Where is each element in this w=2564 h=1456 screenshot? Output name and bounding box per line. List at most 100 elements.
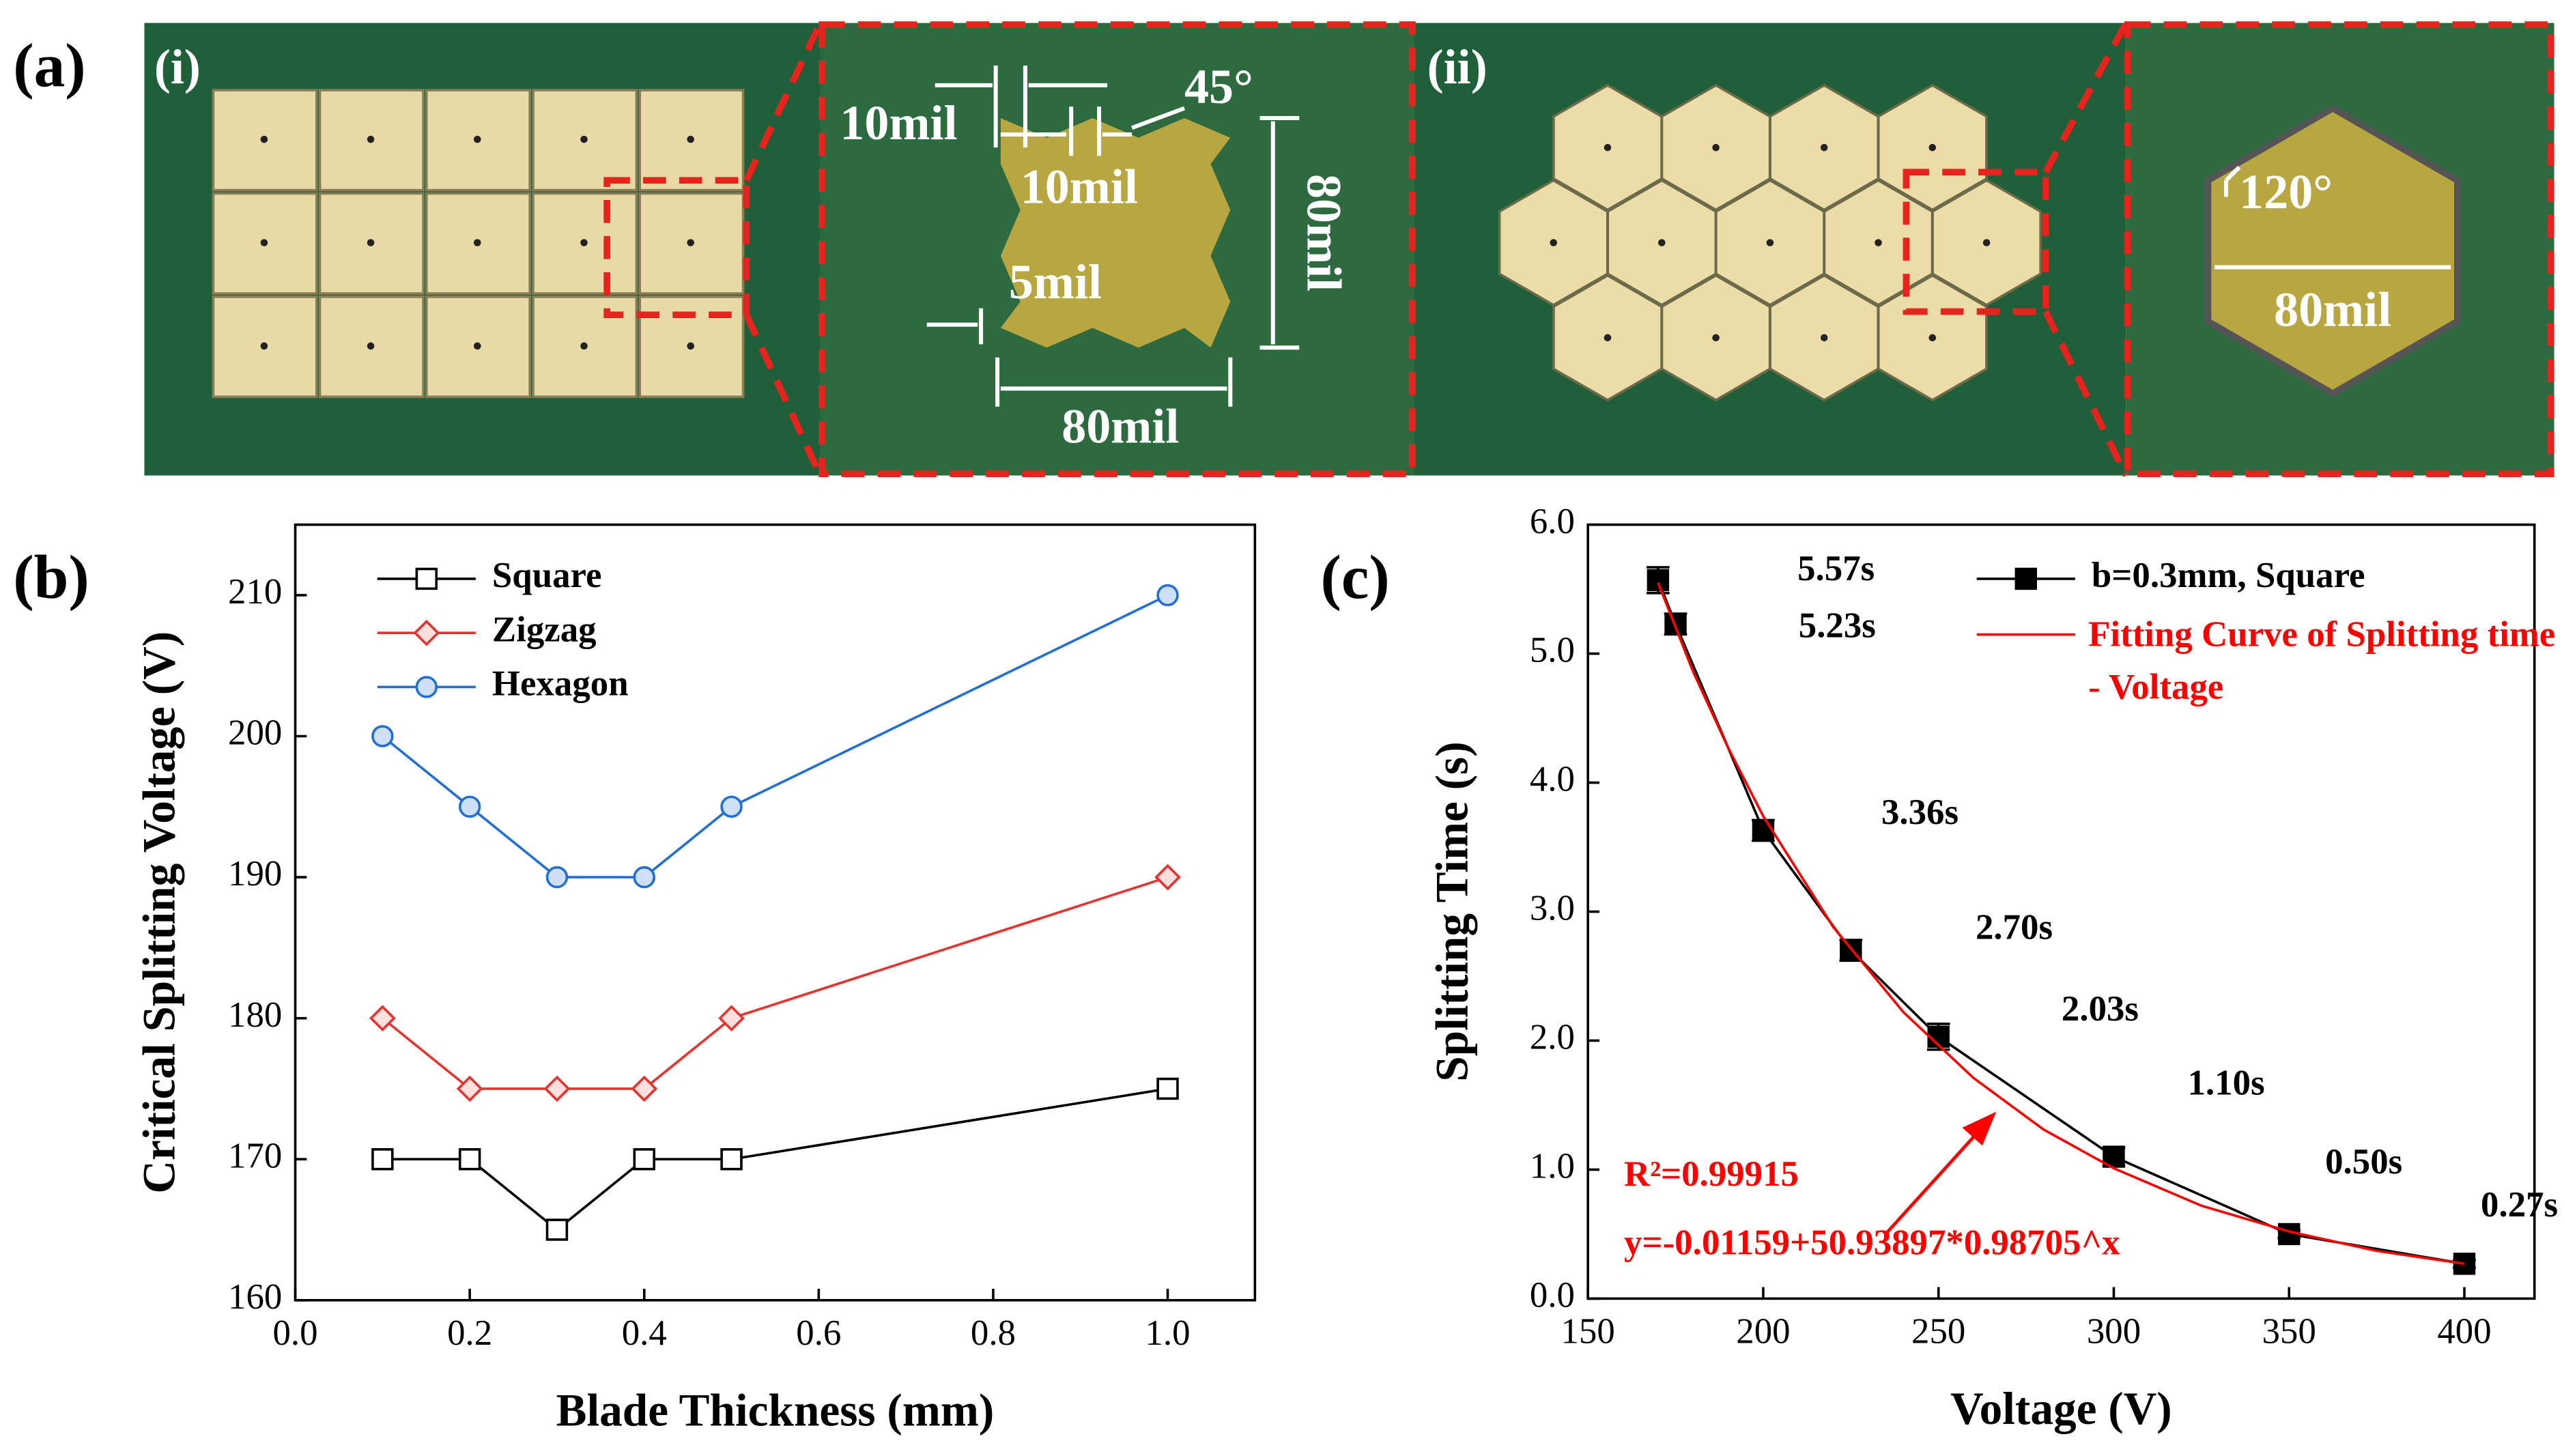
marker xyxy=(1156,584,1179,607)
tile-hole xyxy=(260,342,268,350)
point-label: 5.57s xyxy=(1797,549,1875,588)
legend-marker xyxy=(415,567,438,590)
marker xyxy=(1156,1077,1179,1100)
marker xyxy=(371,725,394,747)
zoom-line xyxy=(2042,310,2129,477)
marker xyxy=(720,1148,743,1171)
tile-hole xyxy=(1550,239,1557,246)
point-label: 0.50s xyxy=(2325,1142,2402,1182)
tile-hole xyxy=(1928,143,1937,152)
tile-hole xyxy=(1766,239,1774,246)
dimension-label: 10mil xyxy=(1021,160,1138,214)
marker xyxy=(2103,1145,2125,1168)
x-axis-title: Blade Thickness (mm) xyxy=(556,1384,995,1436)
point-label: 2.03s xyxy=(2062,989,2139,1029)
legend-label: Fitting Curve of Splitting time - Voltag… xyxy=(2088,613,2555,706)
tile-hole xyxy=(1604,334,1612,342)
marker xyxy=(718,1005,745,1032)
marker xyxy=(543,1075,571,1102)
y-tick-label: 200 xyxy=(228,713,282,753)
marker xyxy=(371,1148,394,1171)
dimension-label: 5mil xyxy=(1009,255,1102,309)
hexagon-tile xyxy=(2204,104,2461,398)
x-tick-label: 250 xyxy=(1911,1311,1965,1351)
tile-hole xyxy=(580,239,588,246)
zoom-box xyxy=(1903,169,2049,315)
series-line xyxy=(1657,580,2465,1266)
x-axis-title: Voltage (V) xyxy=(1950,1383,2172,1434)
panel-label: (c) xyxy=(1320,543,1389,612)
dimension-label: 80mil xyxy=(2274,283,2391,337)
y-tick-label: 210 xyxy=(228,572,282,612)
tile-hole xyxy=(474,239,481,246)
y-tick-label: 6.0 xyxy=(1530,502,1575,541)
y-tick-label: 3.0 xyxy=(1530,889,1575,928)
tile-hole xyxy=(474,342,481,350)
legend-marker xyxy=(2014,567,2038,590)
inset-frame xyxy=(818,21,1416,477)
angle-label: 120° xyxy=(2239,165,2333,219)
x-tick-label: 150 xyxy=(1561,1311,1615,1351)
y-tick-label: 5.0 xyxy=(1530,631,1575,670)
dimension-label: 10mil xyxy=(840,96,957,150)
x-tick-label: 0.0 xyxy=(273,1313,318,1353)
tile-hole xyxy=(367,239,375,246)
point-label: 5.23s xyxy=(1799,605,1876,645)
y-axis-title: Splitting Time (s) xyxy=(1426,741,1477,1081)
panel-label: (a) xyxy=(13,31,85,100)
x-tick-label: 0.8 xyxy=(971,1313,1016,1353)
tile-hole xyxy=(260,239,268,246)
marker xyxy=(720,795,743,818)
zoom-line xyxy=(2042,21,2129,174)
marker xyxy=(1647,569,1670,592)
legend-marker xyxy=(415,676,438,698)
y-tick-label: 180 xyxy=(228,995,282,1035)
tile-hole xyxy=(687,342,694,350)
tile-hole xyxy=(1712,143,1720,152)
y-axis-title: Critical Splitting Voltage (V) xyxy=(134,631,185,1194)
marker xyxy=(633,1148,655,1171)
x-tick-label: 0.4 xyxy=(622,1313,667,1353)
zoom-line xyxy=(743,313,823,477)
legend-marker xyxy=(413,619,440,646)
tile-hole xyxy=(1875,239,1882,246)
series-line xyxy=(382,594,1169,879)
x-tick-label: 0.2 xyxy=(447,1313,492,1353)
dimension-lines xyxy=(926,66,2451,407)
x-tick-label: 200 xyxy=(1736,1311,1790,1351)
marker xyxy=(369,1005,396,1032)
series-line xyxy=(1657,582,2465,1266)
marker xyxy=(456,1075,483,1102)
tile-hole xyxy=(687,239,694,246)
point-label: 1.10s xyxy=(2188,1063,2265,1102)
zigzag-tile xyxy=(1000,117,1231,348)
zoom-line xyxy=(743,21,823,182)
legend-label: Hexagon xyxy=(492,664,629,704)
point-label: 3.36s xyxy=(1881,793,1958,832)
tile-hole xyxy=(1982,239,1991,246)
marker xyxy=(1752,819,1775,842)
marker xyxy=(458,795,481,818)
tile-hole xyxy=(580,135,588,143)
tile-hole xyxy=(1820,334,1828,342)
tile-hole xyxy=(580,342,588,350)
marker xyxy=(1154,863,1181,891)
marker xyxy=(545,1218,569,1241)
y-tick-label: 190 xyxy=(228,854,282,894)
y-tick-label: 4.0 xyxy=(1530,760,1575,799)
annotation-arrow xyxy=(1885,1111,1997,1234)
tile-hole xyxy=(367,342,375,350)
x-tick-label: 1.0 xyxy=(1145,1313,1191,1353)
dimension-label: 80mil xyxy=(1062,399,1179,453)
legend-label: Square xyxy=(492,556,602,595)
marker xyxy=(458,1148,481,1171)
legend-label: Zigzag xyxy=(492,610,597,649)
annotation: R²=0.99915 xyxy=(1624,1154,1799,1194)
photo-label: (ii) xyxy=(1427,40,1487,94)
plot-frame xyxy=(294,523,1257,1302)
x-tick-label: 0.6 xyxy=(796,1313,841,1353)
series-line xyxy=(382,876,1169,1090)
tile-hole xyxy=(1658,239,1666,246)
photo-label: (i) xyxy=(154,40,201,94)
panel-label: (b) xyxy=(13,543,89,612)
